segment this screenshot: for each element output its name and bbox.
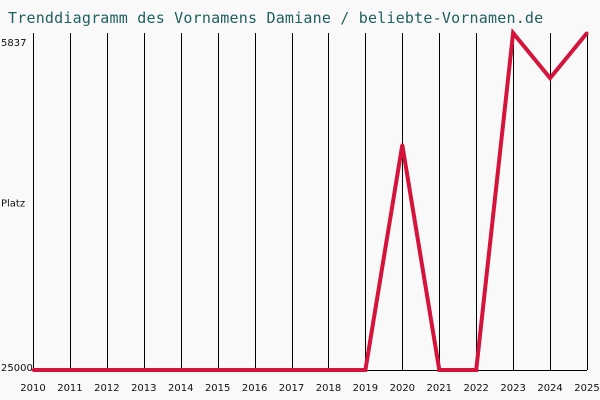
- data-point-2022: [474, 368, 478, 372]
- data-point-2021: [437, 368, 441, 372]
- tick-labels: 2010 2011 2012 2013 2014 2015 2016 2017 2018 2019…: [1, 38, 600, 394]
- x-tick-label-2019: 2019: [353, 383, 378, 394]
- x-tick-label-2014: 2014: [168, 383, 193, 394]
- x-tick-label-2023: 2023: [500, 383, 525, 394]
- x-tick-label-2011: 2011: [57, 383, 82, 394]
- y-axis-label: Platz: [1, 199, 25, 210]
- data-point-2018: [327, 368, 330, 372]
- data-point-2014: [179, 368, 183, 372]
- series-line-0: [33, 28, 589, 372]
- data-point-2017: [290, 368, 293, 372]
- series-lines: [31, 28, 589, 372]
- x-tick-label-2022: 2022: [463, 383, 488, 394]
- x-tick-label-2025: 2025: [574, 383, 599, 394]
- data-point-2012: [105, 368, 109, 372]
- x-tick-label-2010: 2010: [20, 383, 45, 394]
- data-point-2010: [31, 368, 35, 372]
- data-point-2013: [142, 368, 146, 372]
- grid-lines: [33, 33, 588, 370]
- data-point-2025: [585, 31, 589, 35]
- x-tick-label-2018: 2018: [316, 383, 341, 394]
- x-tick-label-2012: 2012: [94, 383, 119, 394]
- y-tick-label-bottom: 25000: [1, 363, 33, 374]
- x-tick-label-2016: 2016: [242, 383, 267, 394]
- y-tick-label-top: 5837: [1, 38, 26, 49]
- data-point-2019: [363, 368, 367, 372]
- x-tick-label-2017: 2017: [279, 383, 304, 394]
- data-point-2015: [216, 368, 220, 372]
- data-point-2023: [511, 31, 515, 35]
- x-tick-label-2015: 2015: [205, 383, 230, 394]
- chart-title: Trenddiagramm des Vornamens Damiane / be…: [8, 9, 544, 27]
- x-tick-label-2020: 2020: [390, 383, 415, 394]
- data-point-2011: [68, 368, 72, 372]
- x-tick-label-2013: 2013: [131, 383, 156, 394]
- data-point-2016: [253, 368, 257, 372]
- data-point-2020: [400, 143, 404, 147]
- data-point-2024: [548, 76, 552, 80]
- x-tick-label-2024: 2024: [537, 383, 562, 394]
- x-tick-label-2021: 2021: [427, 383, 452, 394]
